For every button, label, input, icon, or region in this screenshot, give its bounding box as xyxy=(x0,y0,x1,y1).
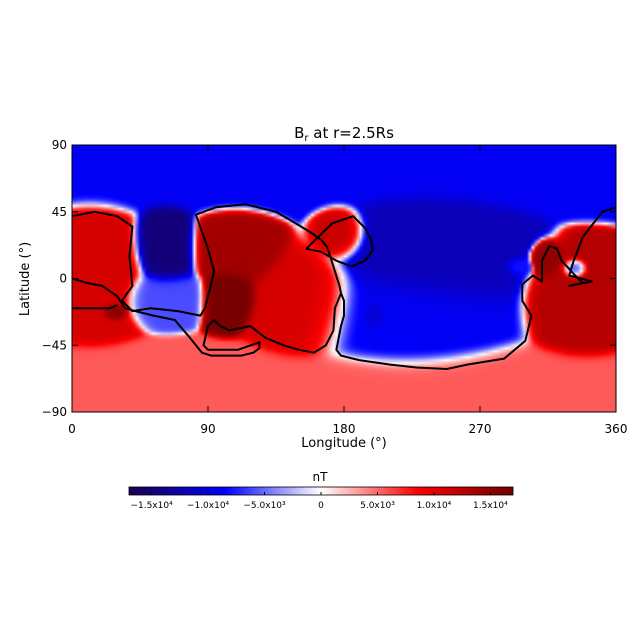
chart-title-main: B xyxy=(294,124,304,142)
chart-title: Br at r=2.5Rs xyxy=(294,124,394,144)
y-tick-label: −45 xyxy=(42,338,67,352)
colorbar-tick-label: −5.0x10³ xyxy=(243,501,286,511)
colorbar-tick-label: 1.0x10⁴ xyxy=(417,501,452,511)
y-tick-label: 45 xyxy=(52,205,67,219)
y-tick-label: 0 xyxy=(59,272,67,286)
y-tick-label: 90 xyxy=(52,138,67,152)
polarity-inversion-line-3 xyxy=(335,206,616,370)
x-tick-label: 90 xyxy=(200,422,215,436)
y-axis-label: Latitude (°) xyxy=(18,242,33,316)
contour-layer xyxy=(72,203,616,370)
y-tick-label: −90 xyxy=(42,405,67,419)
polarity-inversion-line-1 xyxy=(72,203,342,357)
chart-title-rest: at r=2.5Rs xyxy=(308,124,394,142)
chart-title-subscript: r xyxy=(304,133,309,144)
polarity-inversion-line-2 xyxy=(72,304,118,310)
y-axis-ticks: 90 45 0 −45 −90 xyxy=(42,138,616,419)
x-axis-label: Longitude (°) xyxy=(301,436,386,451)
colorbar-tick-label: −1.0x10⁴ xyxy=(187,501,230,511)
x-axis-ticks: 0 90 180 270 360 xyxy=(68,145,627,436)
x-tick-label: 360 xyxy=(605,422,628,436)
x-tick-label: 0 xyxy=(68,422,76,436)
colorbar-tick-label: −1.5x10⁴ xyxy=(130,501,173,511)
colorbar-tick-label: 5.0x10³ xyxy=(360,501,395,511)
heatmap-field xyxy=(72,145,616,412)
x-tick-label: 180 xyxy=(333,422,356,436)
colorbar-tick-label: 0 xyxy=(318,501,324,511)
polarity-inversion-line-4 xyxy=(305,215,374,268)
colorbar-tick-label: 1.5x10⁴ xyxy=(473,501,508,511)
colorbar-ticks: −1.5x10⁴ −1.0x10⁴ −5.0x10³ 0 5.0x10³ 1.0x10⁴ 1… xyxy=(130,492,508,511)
x-tick-label: 270 xyxy=(469,422,492,436)
colorbar-label: nT xyxy=(313,470,329,484)
